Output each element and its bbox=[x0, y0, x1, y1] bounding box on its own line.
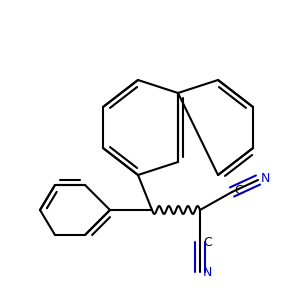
Text: C: C bbox=[234, 184, 243, 197]
Text: N: N bbox=[203, 266, 212, 280]
Text: C: C bbox=[203, 236, 212, 250]
Text: N: N bbox=[261, 172, 270, 185]
